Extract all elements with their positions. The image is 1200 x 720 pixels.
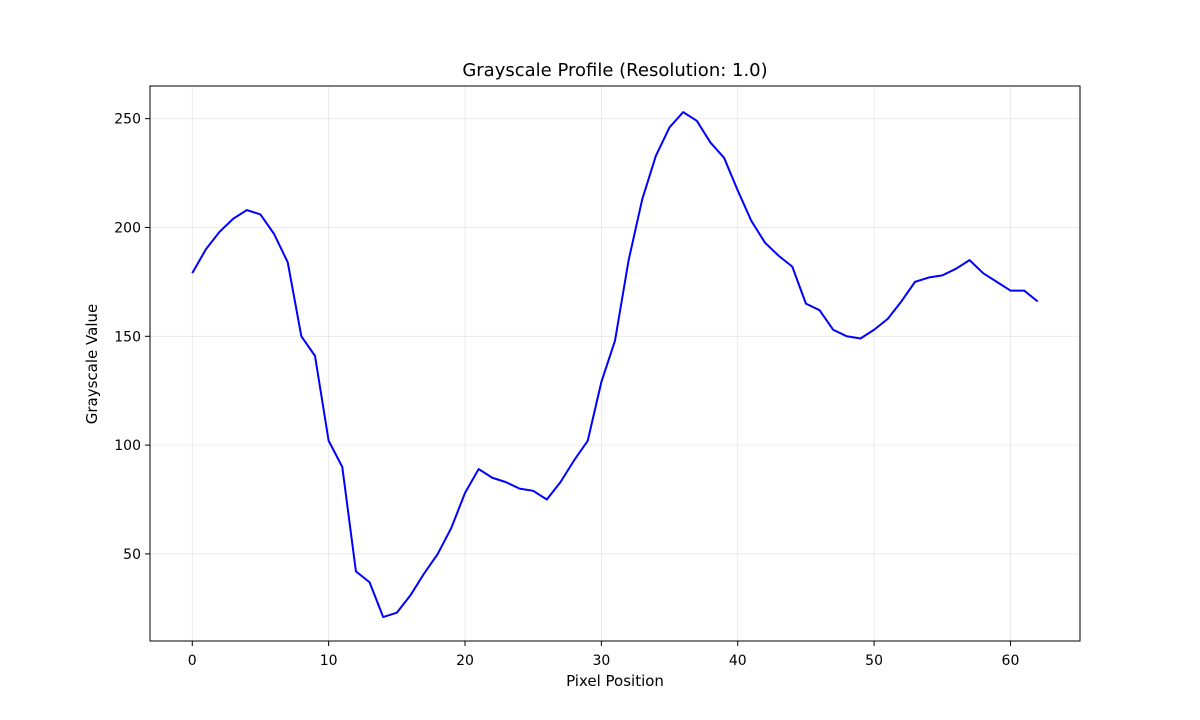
y-tick-label: 100	[114, 438, 141, 454]
y-tick-label: 200	[114, 220, 141, 236]
x-tick-label: 10	[320, 653, 338, 669]
series-layer	[191, 111, 1039, 619]
y-axis-ticks: 50 100 150 200 250	[114, 112, 150, 563]
x-axis-ticks: 0 10 20 30 40 50 60	[188, 641, 1020, 669]
chart-title: Grayscale Profile (Resolution: 1.0)	[462, 60, 767, 81]
y-tick-label: 150	[114, 329, 141, 345]
x-tick-label: 60	[1002, 653, 1020, 669]
plot-frame	[149, 85, 1081, 642]
x-tick-label: 20	[456, 653, 474, 669]
y-tick-label: 250	[114, 112, 141, 128]
grid	[150, 86, 1080, 641]
x-tick-label: 0	[188, 653, 197, 669]
y-axis-label: Grayscale Value	[83, 304, 101, 424]
series-line	[191, 111, 1039, 619]
y-tick-label: 50	[123, 547, 141, 563]
x-tick-label: 30	[592, 653, 610, 669]
x-tick-label: 40	[729, 653, 747, 669]
x-axis-label: Pixel Position	[566, 672, 664, 690]
x-tick-label: 50	[865, 653, 883, 669]
